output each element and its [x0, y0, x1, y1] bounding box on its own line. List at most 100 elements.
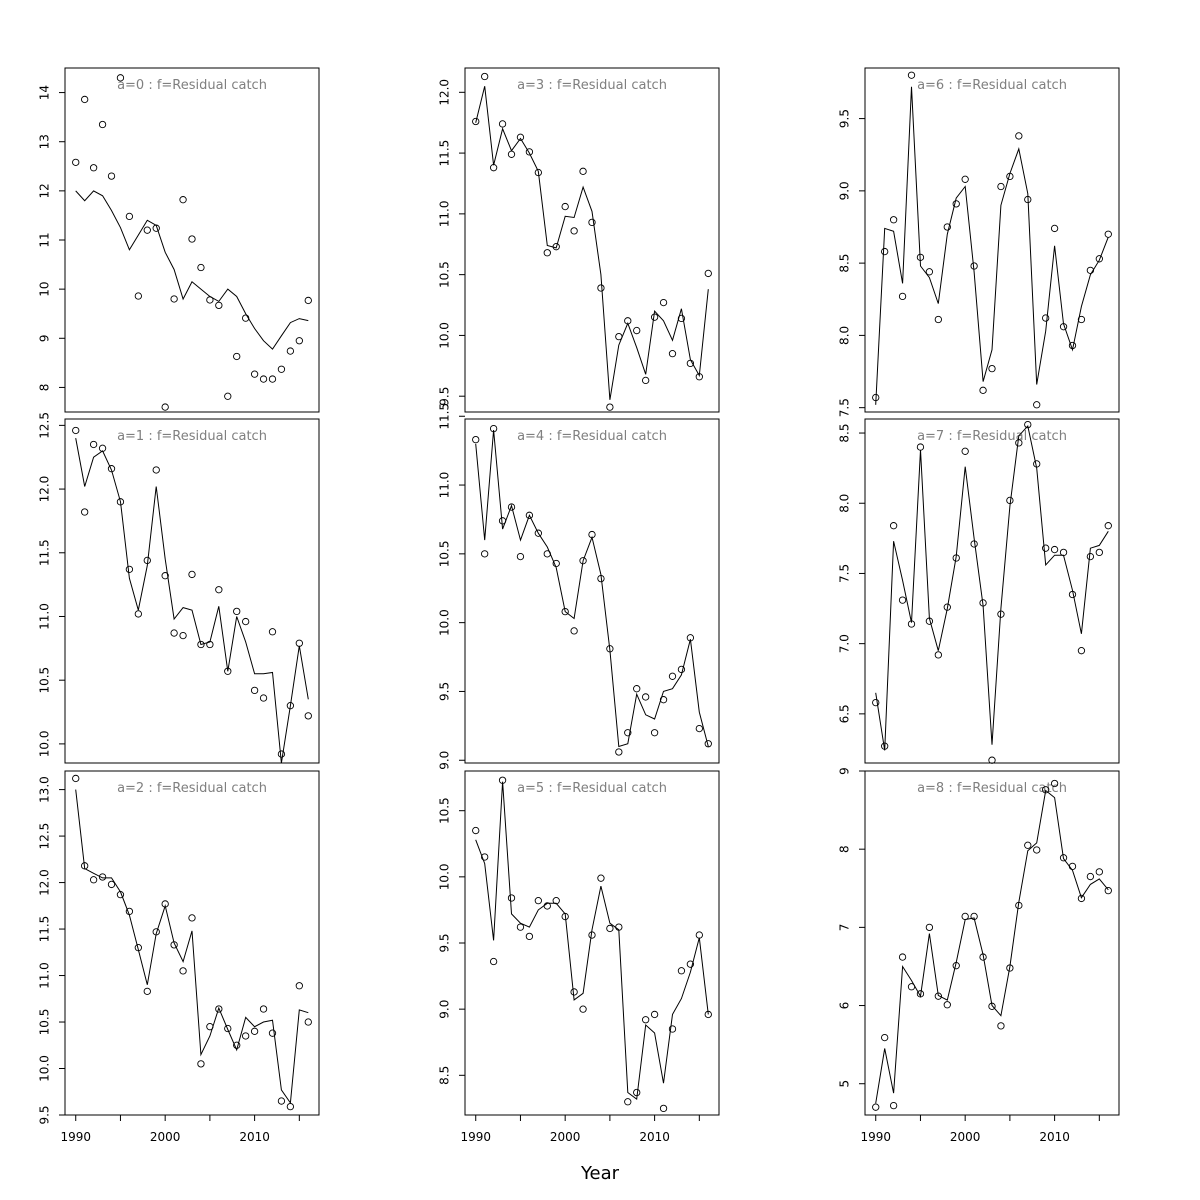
y-tick-label: 7	[838, 924, 852, 932]
observed-point	[134, 610, 142, 618]
y-tick-label: 10.0	[38, 731, 52, 758]
y-tick-label: 11.0	[438, 201, 452, 228]
observed-point	[552, 559, 560, 568]
observed-point	[686, 634, 695, 642]
observed-point	[1059, 548, 1068, 557]
observed-point	[615, 748, 623, 756]
y-tick-label: 9.5	[38, 1105, 52, 1124]
observed-point	[259, 375, 268, 383]
observed-point	[472, 117, 480, 126]
y-tick-label: 9.0	[838, 181, 852, 200]
observed-point	[170, 629, 178, 637]
observed-point	[206, 1023, 214, 1031]
observed-point	[534, 897, 542, 905]
observed-point	[143, 556, 151, 565]
observed-point	[161, 900, 169, 908]
y-tick-label: 11.5	[438, 140, 452, 167]
panel-title: a=2 : f=Residual catch	[117, 781, 267, 796]
observed-point	[970, 262, 978, 270]
observed-point	[233, 607, 241, 616]
observed-point	[516, 552, 525, 561]
observed-point	[872, 698, 880, 707]
observed-point	[1024, 195, 1032, 204]
observed-point	[215, 586, 223, 594]
observed-point	[943, 603, 951, 611]
panel-title: a=3 : f=Residual catch	[517, 78, 667, 93]
observed-point	[668, 672, 677, 680]
observed-point	[1068, 590, 1077, 599]
observed-point	[1104, 230, 1112, 238]
y-tick-label: 7.5	[838, 564, 852, 583]
observed-point	[161, 403, 169, 411]
observed-point	[498, 120, 507, 128]
observed-point	[81, 95, 89, 104]
observed-point	[1077, 315, 1086, 324]
observed-point	[170, 941, 178, 949]
y-tick-label: 13	[38, 134, 52, 149]
x-tick-label: 2000	[550, 1130, 581, 1144]
panel-frame	[464, 67, 720, 413]
observed-point	[525, 932, 534, 941]
observed-point	[898, 953, 907, 961]
observed-point	[472, 435, 480, 444]
observed-point	[1006, 172, 1014, 181]
y-tick-label: 12.0	[38, 476, 52, 503]
observed-point	[659, 298, 668, 307]
panel-4: a=4 : f=Residual catch 9.0 9.5 10.0 10.5 11.0…	[438, 403, 720, 770]
observed-point	[1086, 266, 1095, 275]
observed-point	[116, 74, 125, 82]
panel-title: a=8 : f=Residual catch	[917, 781, 1067, 796]
observed-point	[934, 651, 942, 659]
observed-point	[1050, 224, 1059, 233]
panel-3: a=3 : f=Residual catch 9.5 10.0 10.5 11.0 11.…	[438, 67, 720, 413]
observed-point	[952, 200, 960, 208]
observed-point	[615, 923, 623, 931]
y-tick-label: 7.0	[838, 634, 852, 653]
observed-point	[1006, 496, 1014, 505]
observed-point	[970, 912, 978, 921]
observed-point	[1024, 420, 1032, 429]
observed-point	[534, 168, 542, 177]
observed-point	[81, 508, 89, 516]
observed-point	[161, 572, 169, 580]
observed-point	[1042, 786, 1050, 794]
observed-point	[579, 1005, 587, 1013]
observed-point	[1077, 894, 1086, 903]
observed-point	[268, 1029, 277, 1037]
observed-point	[925, 923, 934, 932]
observed-point	[188, 914, 196, 922]
observed-point	[152, 928, 160, 936]
observed-point	[606, 924, 614, 933]
observed-point	[1059, 323, 1068, 331]
fitted-line	[875, 86, 1109, 405]
observed-point	[907, 620, 916, 628]
observed-point	[988, 756, 996, 764]
observed-point	[624, 317, 632, 325]
observed-point	[242, 1032, 250, 1040]
observed-point	[943, 223, 951, 231]
observed-point	[72, 774, 80, 783]
observed-point	[952, 962, 960, 970]
observed-point	[1033, 460, 1041, 468]
observed-point	[107, 880, 116, 889]
fitted-line	[875, 424, 1109, 751]
y-tick-label: 8.0	[838, 326, 852, 345]
observed-point	[695, 373, 703, 381]
observed-point	[250, 370, 259, 378]
observed-point	[561, 607, 569, 616]
observed-point	[179, 631, 187, 640]
observed-point	[1104, 886, 1112, 895]
y-tick-label: 12.5	[38, 412, 52, 439]
observed-point	[516, 923, 525, 931]
observed-point	[134, 292, 142, 300]
observed-point	[242, 617, 250, 626]
observed-point	[588, 931, 596, 939]
observed-point	[916, 443, 925, 451]
y-tick-label: 9.5	[438, 682, 452, 701]
fitted-line	[75, 190, 309, 350]
observed-point	[624, 1098, 632, 1106]
observed-point	[597, 874, 605, 882]
observed-point	[1015, 132, 1023, 140]
y-tick-label: 8.0	[838, 494, 852, 513]
